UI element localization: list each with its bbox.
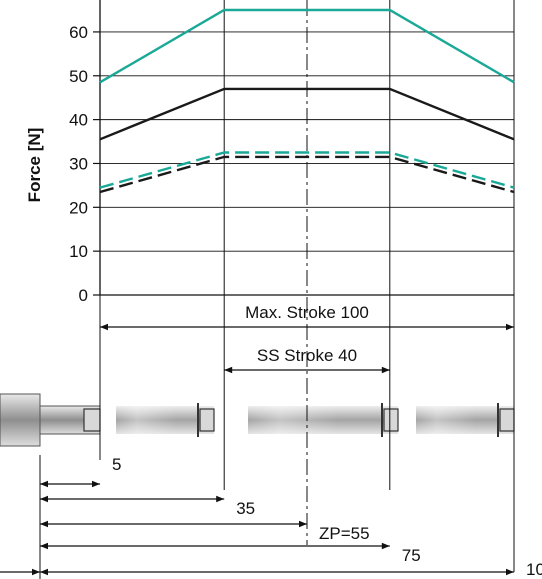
y-tick-label: 40 [69,111,88,130]
cylinder-body [0,393,41,447]
piston-rod-illustration [0,393,515,447]
y-tick-label: 60 [69,23,88,42]
y-tick-label: 10 [69,242,88,261]
rod-end-cap [83,408,101,432]
force-series-4 [99,155,515,194]
rod-ghost-2-cap [383,408,399,432]
stroke-dimension-label: Max. Stroke 100 [245,303,369,322]
rod-ghost-3-blur [416,400,476,440]
force-series-3 [99,151,515,189]
rod-ghost-1-blur [116,400,176,440]
position-dimension-label: 75 [402,546,421,565]
position-dimension-label: 5 [112,455,121,474]
rod-ghost-1-cap [199,408,215,432]
position-dimension-label: ZP=55 [319,524,370,543]
rod-ghost-3-cap [499,408,515,432]
force-series-1 [99,8,515,84]
position-dimension-label: 35 [236,499,255,518]
force-series-2 [99,87,515,141]
y-tick-label: 30 [69,154,88,173]
y-tick-label: 20 [69,198,88,217]
y-tick-label: 0 [79,286,88,305]
rod-ghost-2-blur [248,400,338,440]
y-axis-title: Force [N] [25,128,44,203]
position-dimension-label: 10 [526,560,542,579]
y-tick-label: 50 [69,67,88,86]
stroke-dimension-label: SS Stroke 40 [257,346,357,365]
